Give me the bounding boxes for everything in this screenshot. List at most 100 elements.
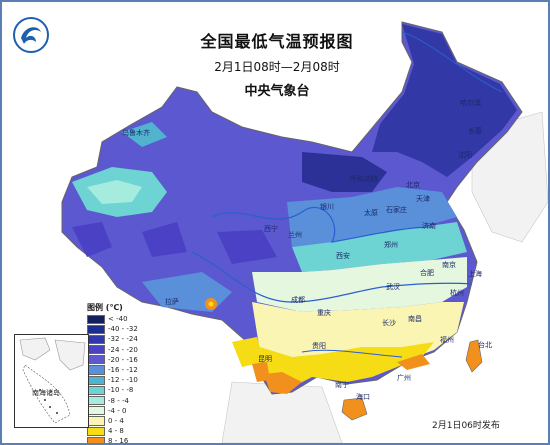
legend-label: -8 - -4 <box>108 396 129 405</box>
city-label: 拉萨 <box>165 298 179 306</box>
zone-tarim-inner <box>87 180 142 204</box>
legend-row: -16 - -12 <box>87 365 149 375</box>
city-label: 长春 <box>468 127 482 135</box>
legend-row: -40 - -32 <box>87 324 149 334</box>
legend-swatch <box>87 385 105 395</box>
city-label: 西安 <box>336 252 350 260</box>
legend-row: -12 - -10 <box>87 375 149 385</box>
zone-yunnan-warm <box>232 337 264 367</box>
legend-row: -32 - -24 <box>87 334 149 345</box>
zone-tibet-patch-3 <box>217 230 277 264</box>
city-label: 呼和浩特 <box>350 175 378 183</box>
inset-label: 南海诸岛 <box>32 389 60 397</box>
legend-label: -40 - -32 <box>108 325 138 334</box>
city-label: 银川 <box>320 203 334 211</box>
river-heilong <box>401 31 503 93</box>
island-hainan <box>341 397 368 421</box>
city-label: 天津 <box>416 195 430 203</box>
city-label: 重庆 <box>317 309 331 317</box>
cold-zone-inner-mongolia <box>302 152 387 192</box>
legend-label: 8 - 16 <box>108 437 129 445</box>
city-label: 南京 <box>442 261 456 269</box>
cold-zone-northeast <box>372 24 517 177</box>
city-label: 石家庄 <box>386 206 407 214</box>
river-yangtze <box>191 251 473 303</box>
city-label: 兰州 <box>288 231 302 239</box>
legend-swatch <box>87 426 105 436</box>
inset-map <box>19 337 86 424</box>
legend-swatch <box>87 416 105 426</box>
legend-label: -32 - -24 <box>108 335 138 344</box>
legend-label: -16 - -12 <box>108 366 138 375</box>
city-label: 南昌 <box>408 315 422 323</box>
zone-hotspot-tibet-core <box>208 301 214 307</box>
legend-label: 4 - 8 <box>108 427 124 436</box>
legend-row: -4 - 0 <box>87 406 149 416</box>
zone-band-huang-huai <box>292 222 467 272</box>
zone-band-coast-warm-2 <box>397 354 430 370</box>
legend-title: 图例 (℃) <box>87 303 123 312</box>
city-label: 长沙 <box>382 319 396 327</box>
legend-row: -24 - -20 <box>87 345 149 355</box>
city-label: 北京 <box>406 181 420 189</box>
river-pearl <box>301 349 403 358</box>
legend-swatch <box>87 396 105 406</box>
legend-swatch <box>87 406 105 416</box>
title-block: 全国最低气温预报图 2月1日08时—2月08时 中央气象台 <box>172 28 382 99</box>
release-time: 2月1日06时发布 <box>432 421 500 431</box>
zone-yunnan-hot <box>252 362 270 382</box>
city-label: 广州 <box>397 374 411 382</box>
city-label: 乌鲁木齐 <box>122 129 150 137</box>
legend-label: 0 - 4 <box>108 416 124 425</box>
legend-label: -12 - -10 <box>108 376 138 385</box>
legend-swatch <box>87 334 105 345</box>
city-label: 哈尔滨 <box>460 99 481 107</box>
legend-row: -10 - -8 <box>87 385 149 395</box>
map-title: 全国最低气温预报图 <box>200 32 354 51</box>
city-label: 福州 <box>440 336 454 344</box>
legend-label: < -40 <box>108 315 128 324</box>
city-label: 台北 <box>478 341 492 349</box>
legend-row: 8 - 16 <box>87 436 149 445</box>
legend-row: 0 - 4 <box>87 416 149 426</box>
legend-row: -20 - -16 <box>87 355 149 365</box>
city-label: 太原 <box>364 209 378 217</box>
legend-swatch <box>87 436 105 443</box>
city-label: 杭州 <box>450 289 464 297</box>
zone-sichuan-basin <box>282 287 322 312</box>
city-label: 上海 <box>468 270 482 278</box>
legend-swatch <box>87 365 105 375</box>
legend-label: -4 - 0 <box>108 406 127 415</box>
legend-swatch <box>87 314 105 324</box>
zone-band-north-china <box>287 187 457 247</box>
legend-label: -10 - -8 <box>108 386 134 395</box>
cma-logo-icon <box>13 17 49 53</box>
legend-rows: < -40 -40 - -32 -32 - -24 -24 - -20 -20 - -1… <box>87 314 149 445</box>
city-label: 贵阳 <box>312 342 326 350</box>
legend: 图例 (℃) < -40 -40 - -32 -32 - -24 -24 - -20-… <box>87 302 149 445</box>
island-taiwan <box>465 339 483 373</box>
zone-tibet-patch-1 <box>72 222 112 257</box>
zone-band-guangdong <box>260 342 434 390</box>
legend-swatch <box>87 324 105 334</box>
city-label: 昆明 <box>258 355 272 363</box>
city-label: 合肥 <box>420 269 434 277</box>
city-label: 济南 <box>422 222 436 230</box>
legend-swatch <box>87 345 105 355</box>
city-label: 武汉 <box>386 283 400 291</box>
city-label: 郑州 <box>384 241 398 249</box>
legend-row: < -40 <box>87 314 149 324</box>
time-range: 2月1日08时—2月08时 <box>214 60 340 74</box>
city-label: 成都 <box>291 296 305 304</box>
river-yellow <box>211 206 433 243</box>
legend-label: -20 - -16 <box>108 355 138 364</box>
south-china-sea-inset: 南海诸岛 <box>14 334 89 428</box>
city-label: 海口 <box>356 393 370 401</box>
zone-band-coast-warm <box>264 372 302 394</box>
city-label: 沈阳 <box>458 151 472 159</box>
zone-tibet-patch-2 <box>142 222 187 257</box>
agency-name: 中央气象台 <box>244 84 310 99</box>
legend-swatch <box>87 375 105 385</box>
